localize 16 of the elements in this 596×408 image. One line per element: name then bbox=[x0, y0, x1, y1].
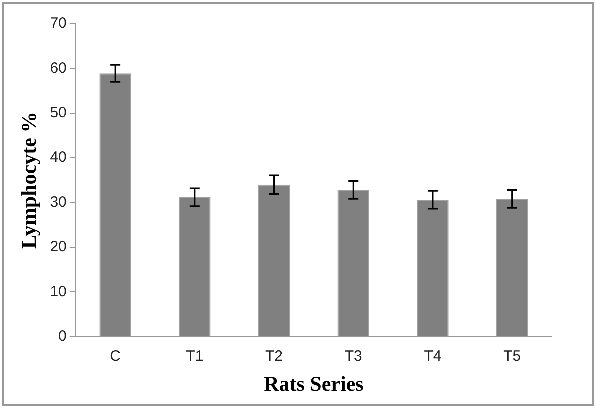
x-tick-label: T2 bbox=[266, 348, 284, 365]
y-tick-label: 40 bbox=[50, 149, 67, 166]
x-tick-label: T4 bbox=[424, 348, 442, 365]
x-tick-label: T1 bbox=[186, 348, 204, 365]
y-tick-label: 10 bbox=[50, 283, 67, 300]
y-tick-label: 0 bbox=[58, 328, 67, 345]
x-tick-label: T5 bbox=[504, 348, 522, 365]
y-tick-label: 60 bbox=[50, 60, 67, 77]
x-tick-label: T3 bbox=[344, 348, 362, 365]
y-tick-label: 50 bbox=[50, 104, 67, 122]
y-tick-label: 20 bbox=[50, 238, 67, 256]
y-axis-title: Lymphocyte % bbox=[17, 112, 42, 249]
x-axis-title: Rats Series bbox=[264, 372, 364, 396]
x-tick-label: C bbox=[110, 348, 122, 365]
y-tick-label: 70 bbox=[50, 15, 67, 32]
y-tick-label: 30 bbox=[50, 194, 67, 211]
